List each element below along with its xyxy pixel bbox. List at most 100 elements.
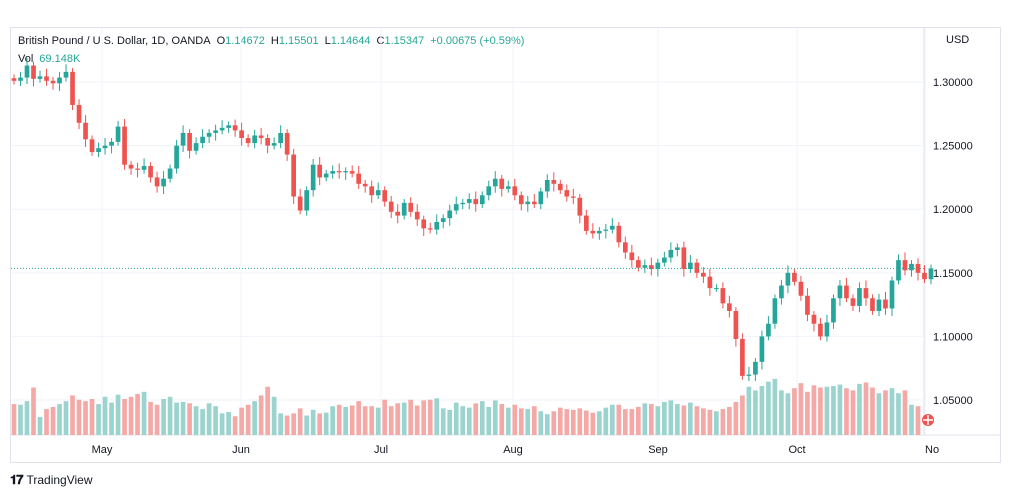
volume-bar xyxy=(258,395,264,435)
open-label: O xyxy=(216,35,226,47)
volume-bar xyxy=(707,409,713,435)
candle-body xyxy=(622,242,628,253)
candle-body xyxy=(349,171,355,174)
volume-bar xyxy=(284,415,290,435)
volume-bar xyxy=(427,399,433,435)
volume-bar xyxy=(271,396,277,435)
candle-body xyxy=(148,165,153,178)
volume-bar xyxy=(161,399,166,435)
footer-brand[interactable]: 𝟏𝟕 TradingView xyxy=(10,472,93,488)
price-chart[interactable]: 1.30000 1.25000 1.20000 1.15000 1.10000 1.050… xyxy=(11,28,1001,458)
volume-bar xyxy=(369,406,375,435)
volume-bar xyxy=(759,386,765,435)
volume-bar xyxy=(694,406,700,435)
candle-body xyxy=(512,186,518,196)
candle-body xyxy=(63,71,69,78)
candle-body xyxy=(382,190,388,202)
low-label: L xyxy=(324,35,331,47)
volume-bar xyxy=(544,414,550,435)
candle-body xyxy=(720,288,726,304)
candle-body xyxy=(18,77,23,81)
low-value: 1.14644 xyxy=(330,35,371,47)
volume-bar xyxy=(870,387,875,435)
volume-bar xyxy=(889,388,895,435)
candle-body xyxy=(239,130,244,139)
volume-bar xyxy=(883,390,888,435)
candle-body xyxy=(187,132,192,151)
volume-bar xyxy=(466,407,472,435)
candle-body xyxy=(609,225,615,230)
volume-bar xyxy=(655,406,661,435)
candle-body xyxy=(863,288,869,299)
volume-bar xyxy=(505,407,511,435)
close-value: 1.15347 xyxy=(384,35,425,47)
candle-body xyxy=(649,265,654,270)
volume-bar xyxy=(772,378,778,435)
candle-body xyxy=(557,183,563,191)
volume-bar xyxy=(128,396,134,435)
candle-body xyxy=(629,252,635,261)
currency-label: USD xyxy=(946,34,970,46)
tradingview-logo-icon: 𝟏𝟕 xyxy=(10,472,24,487)
volume-bar xyxy=(616,404,622,435)
volume-bar xyxy=(252,401,257,435)
volume-bar xyxy=(460,406,466,435)
candle-body xyxy=(44,76,49,81)
candle-body xyxy=(596,230,602,234)
candle-body xyxy=(232,125,238,131)
volume-bar xyxy=(187,403,192,435)
candle-body xyxy=(681,247,687,270)
volume-bar xyxy=(805,391,810,435)
candle-body xyxy=(564,190,570,197)
volume-bar xyxy=(375,407,381,435)
candle-body xyxy=(284,132,290,155)
volume-bar xyxy=(909,404,914,435)
volume-bar xyxy=(102,396,108,435)
candle-body xyxy=(759,336,765,362)
candle-body xyxy=(401,202,407,216)
candle-body xyxy=(544,179,550,192)
volume-bar xyxy=(649,404,654,435)
candle-body xyxy=(694,262,700,273)
volume-bar xyxy=(141,391,147,435)
volume-bar xyxy=(740,395,745,435)
volume-bar xyxy=(596,411,602,435)
candle-body xyxy=(330,171,336,174)
volume-bar xyxy=(317,413,323,435)
volume-bar xyxy=(362,406,368,435)
volume-bar xyxy=(414,405,420,435)
volume-bar xyxy=(837,384,843,435)
candle-body xyxy=(154,177,160,187)
candle-body xyxy=(818,323,823,337)
candle-body xyxy=(226,125,231,128)
candle-body xyxy=(252,135,257,144)
candle-body xyxy=(551,179,557,184)
volume-bar xyxy=(850,390,856,435)
volume-bar xyxy=(746,386,752,435)
candle-body xyxy=(109,141,114,146)
volume-bar xyxy=(492,400,498,435)
high-value: 1.15501 xyxy=(278,35,319,47)
volume-bar xyxy=(590,412,596,435)
x-tick-label: Oct xyxy=(788,444,805,456)
candle-body xyxy=(460,202,466,205)
candle-body xyxy=(135,168,140,170)
volume-bar xyxy=(635,406,641,435)
candle-body xyxy=(161,178,166,187)
candle-body xyxy=(180,132,186,146)
candle-body xyxy=(499,178,505,189)
volume-bar xyxy=(720,409,726,435)
y-tick-label: 1.25000 xyxy=(933,141,973,153)
volume-bar xyxy=(570,409,576,435)
y-tick-label: 1.10000 xyxy=(933,331,973,343)
candle-body xyxy=(668,249,674,258)
candle-body xyxy=(167,168,173,179)
volume-bar xyxy=(148,401,153,435)
candle-body xyxy=(531,201,537,205)
candle-body xyxy=(876,299,882,311)
candle-body xyxy=(870,298,875,311)
volume-bar xyxy=(863,382,869,435)
candle-body xyxy=(779,285,784,299)
candle-body xyxy=(896,260,901,281)
candle-body xyxy=(271,143,277,146)
